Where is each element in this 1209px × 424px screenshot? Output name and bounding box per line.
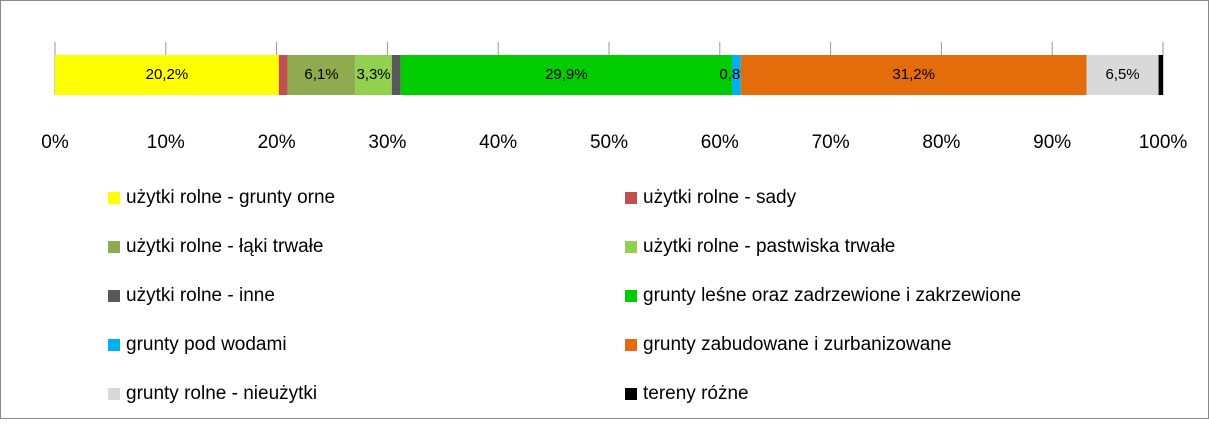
legend-label: użytki rolne - sady bbox=[643, 187, 797, 208]
legend-label: grunty rolne - nieużytki bbox=[126, 383, 317, 404]
bar-segment bbox=[400, 55, 732, 95]
legend-label: użytki rolne - pastwiska trwałe bbox=[643, 236, 895, 257]
legend-label: grunty leśne oraz zadrzewione i zakrzewi… bbox=[643, 285, 1021, 306]
x-tick-label: 90% bbox=[1033, 132, 1071, 153]
value-label: 3,3% bbox=[356, 66, 390, 83]
bar-segment bbox=[287, 55, 356, 95]
bar-segment bbox=[55, 55, 279, 95]
x-tick-label: 50% bbox=[590, 132, 628, 153]
legend-label: użytki rolne - łąki trwałe bbox=[126, 236, 323, 257]
legend-swatch bbox=[625, 388, 637, 400]
legend-label: grunty zabudowane i zurbanizowane bbox=[643, 334, 951, 355]
bar-segment bbox=[391, 55, 401, 95]
legend-swatch bbox=[625, 290, 637, 302]
x-tick-label: 0% bbox=[41, 132, 69, 153]
legend-label: użytki rolne - inne bbox=[126, 285, 275, 306]
x-tick-label: 70% bbox=[812, 132, 850, 153]
x-tick-label: 20% bbox=[258, 132, 296, 153]
legend-swatch bbox=[625, 339, 637, 351]
bar-segment bbox=[1158, 55, 1163, 95]
value-label: 29,9% bbox=[545, 66, 588, 83]
legend-swatch bbox=[625, 241, 637, 253]
value-label: 20,2% bbox=[146, 66, 189, 83]
bar-segment bbox=[1086, 55, 1159, 95]
value-label: 6,1% bbox=[304, 66, 338, 83]
value-label: 31,2% bbox=[892, 66, 935, 83]
value-label: 6,5% bbox=[1105, 66, 1139, 83]
x-tick-label: 10% bbox=[147, 132, 185, 153]
bar-segment bbox=[278, 55, 288, 95]
bar-segment bbox=[355, 55, 392, 95]
x-tick-label: 100% bbox=[1139, 132, 1188, 153]
legend-label: tereny różne bbox=[643, 383, 749, 404]
legend-label: grunty pod wodami bbox=[126, 334, 287, 355]
bar-segment bbox=[740, 55, 1087, 95]
x-tick-label: 30% bbox=[368, 132, 406, 153]
legend-swatch bbox=[108, 241, 120, 253]
legend-swatch bbox=[108, 339, 120, 351]
x-tick-label: 80% bbox=[922, 132, 960, 153]
legend-swatch bbox=[625, 192, 637, 204]
legend-label: użytki rolne - grunty orne bbox=[126, 187, 335, 208]
legend-swatch bbox=[108, 192, 120, 204]
x-tick-label: 60% bbox=[701, 132, 739, 153]
legend-swatch bbox=[108, 290, 120, 302]
x-tick-label: 40% bbox=[479, 132, 517, 153]
bar-segment bbox=[731, 55, 741, 95]
legend-swatch bbox=[108, 388, 120, 400]
